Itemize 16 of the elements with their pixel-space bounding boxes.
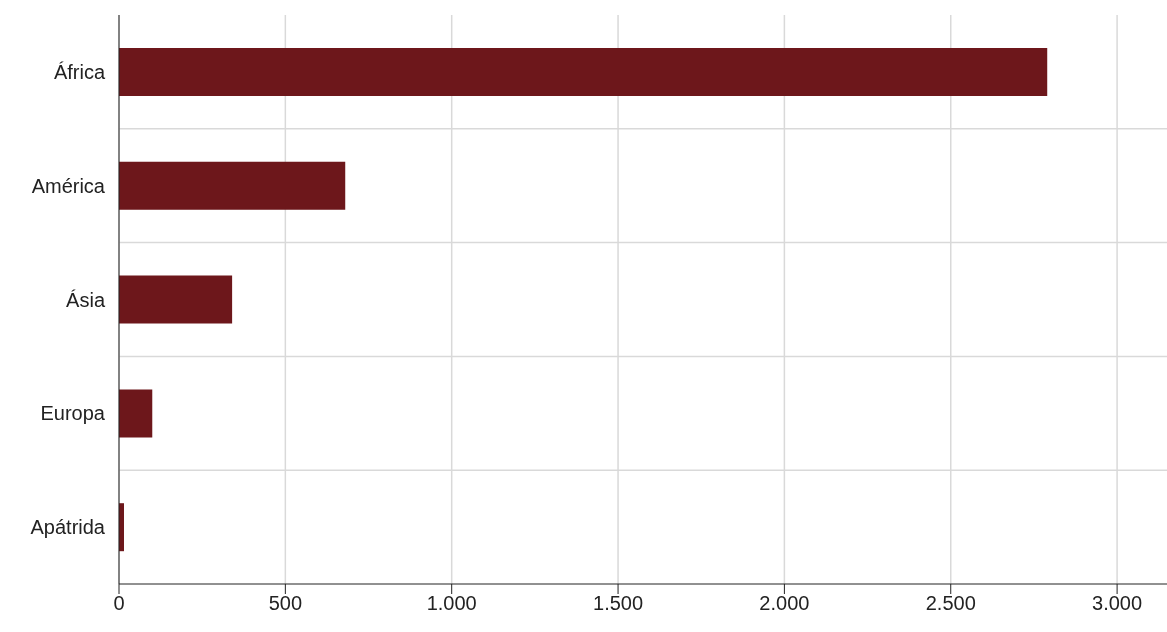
x-tick-label: 2.000	[759, 592, 810, 615]
y-tick-label: Ásia	[66, 288, 106, 311]
bar	[119, 275, 233, 324]
x-tick-label: 3.000	[1092, 592, 1143, 615]
y-tick-label: África	[53, 61, 106, 83]
x-tick-label: 0	[113, 592, 125, 615]
bar	[119, 161, 346, 210]
x-tick-label: 1.500	[593, 592, 644, 615]
y-tick-label: Apátrida	[30, 516, 106, 539]
y-tick-label: América	[31, 174, 106, 197]
x-tick-label: 2.500	[925, 592, 976, 615]
bar	[119, 48, 1048, 96]
y-tick-label: Europa	[40, 402, 106, 425]
bar	[119, 389, 153, 438]
x-tick-label: 1.000	[426, 592, 477, 615]
x-tick-label: 500	[268, 592, 303, 615]
